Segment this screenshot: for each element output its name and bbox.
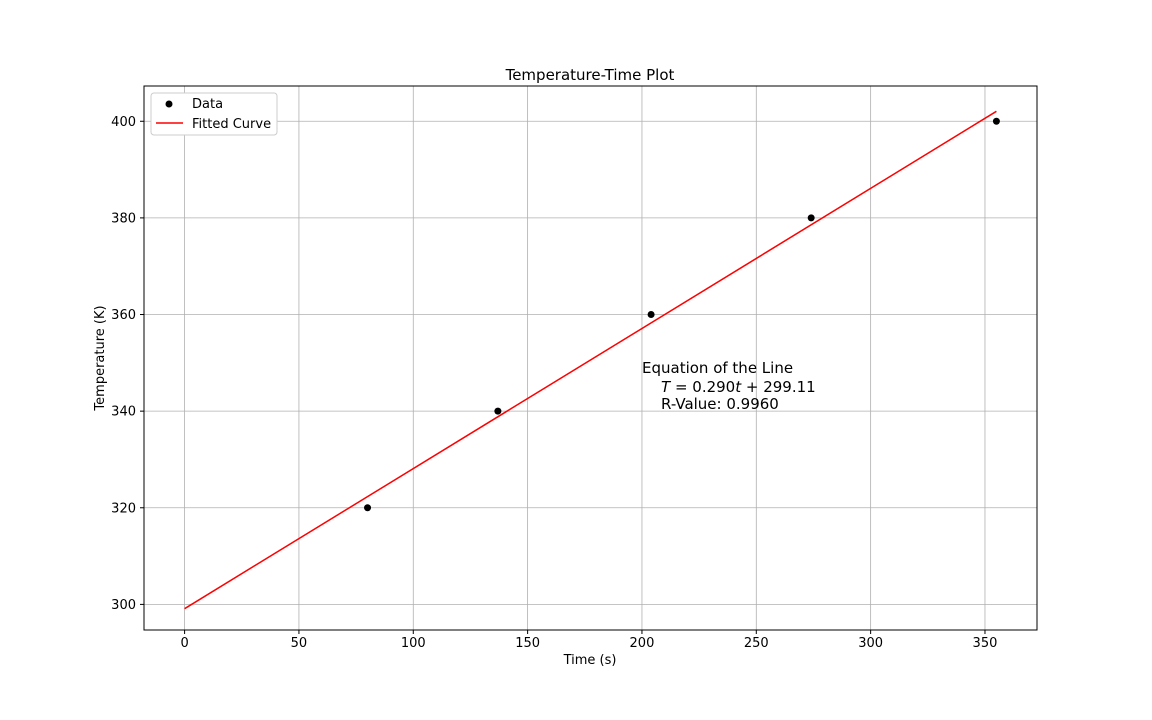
plot-series xyxy=(184,110,1000,610)
x-tick-label: 250 xyxy=(744,636,769,651)
legend-box xyxy=(150,92,278,136)
grid xyxy=(144,86,1037,630)
data-point xyxy=(992,117,1000,125)
y-tick-label: 320 xyxy=(111,501,136,516)
data-point xyxy=(494,407,502,415)
y-tick-label: 400 xyxy=(111,115,136,130)
annotation-r-value: R-Value: 0.9960 xyxy=(661,395,779,413)
data-point xyxy=(364,504,372,512)
legend-data-marker xyxy=(165,100,173,108)
equation-annotation: Equation of the Line T = 0.290t + 299.11… xyxy=(642,359,816,413)
y-axis-label: Temperature (K) xyxy=(93,305,108,411)
chart-title: Temperature-Time Plot xyxy=(505,66,675,84)
x-axis: 0 50 100 150 200 250 300 350 xyxy=(180,630,997,651)
legend-fit-label: Fitted Curve xyxy=(192,117,271,132)
equation-end: + 299.11 xyxy=(741,378,816,396)
x-tick-label: 150 xyxy=(515,636,540,651)
x-tick-label: 350 xyxy=(973,636,998,651)
y-axis: 300 320 340 360 380 400 xyxy=(111,115,144,613)
equation-middle: = 0.290 xyxy=(670,378,735,396)
y-tick-label: 380 xyxy=(111,211,136,226)
y-tick-label: 300 xyxy=(111,598,136,613)
legend: Data Fitted Curve xyxy=(150,92,278,136)
data-point xyxy=(807,214,815,222)
y-tick-label: 340 xyxy=(111,405,136,420)
plot-frame xyxy=(143,85,1038,631)
annotation-heading: Equation of the Line xyxy=(642,359,793,377)
x-tick-label: 50 xyxy=(291,636,308,651)
x-tick-label: 200 xyxy=(630,636,655,651)
x-axis-label: Time (s) xyxy=(563,653,617,668)
annotation-equation: T = 0.290t + 299.11 xyxy=(661,378,816,396)
equation-var-t-lower: t xyxy=(735,378,742,396)
equation-var-t-upper: T xyxy=(661,378,672,396)
data-point xyxy=(647,311,655,319)
fitted-curve-line xyxy=(184,110,997,610)
x-tick-label: 0 xyxy=(180,636,188,651)
x-tick-label: 300 xyxy=(858,636,883,651)
y-tick-label: 360 xyxy=(111,308,136,323)
legend-data-label: Data xyxy=(192,97,223,112)
x-tick-label: 100 xyxy=(401,636,426,651)
